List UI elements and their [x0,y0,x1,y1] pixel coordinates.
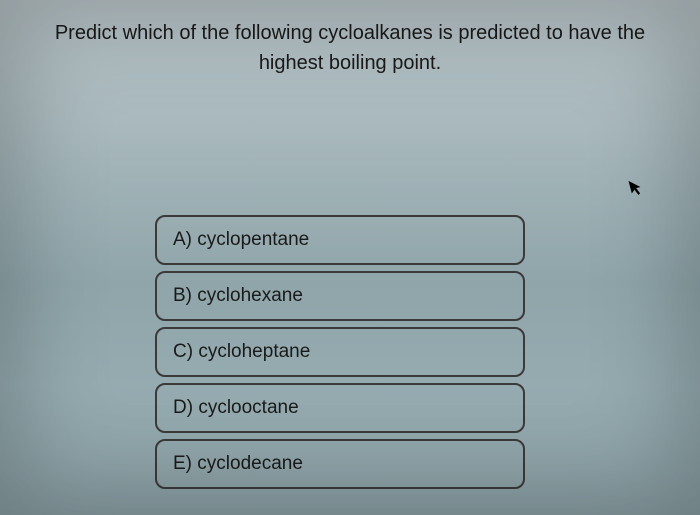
option-label: B) cyclohexane [173,285,303,306]
option-label: D) cyclooctane [173,397,299,418]
option-e[interactable]: E) cyclodecane [155,439,525,489]
option-c[interactable]: C) cycloheptane [155,327,525,377]
option-a[interactable]: A) cyclopentane [155,215,525,265]
option-label: E) cyclodecane [173,453,303,474]
question-line-2: highest boiling point. [259,52,441,74]
options-container: A) cyclopentane B) cyclohexane C) cycloh… [155,215,525,495]
option-d[interactable]: D) cyclooctane [155,383,525,433]
question-text: Predict which of the following cycloalka… [0,0,700,78]
mouse-cursor-icon [627,177,646,203]
option-b[interactable]: B) cyclohexane [155,271,525,321]
question-line-1: Predict which of the following cycloalka… [55,22,645,44]
option-label: C) cycloheptane [173,341,310,362]
option-label: A) cyclopentane [173,229,309,250]
